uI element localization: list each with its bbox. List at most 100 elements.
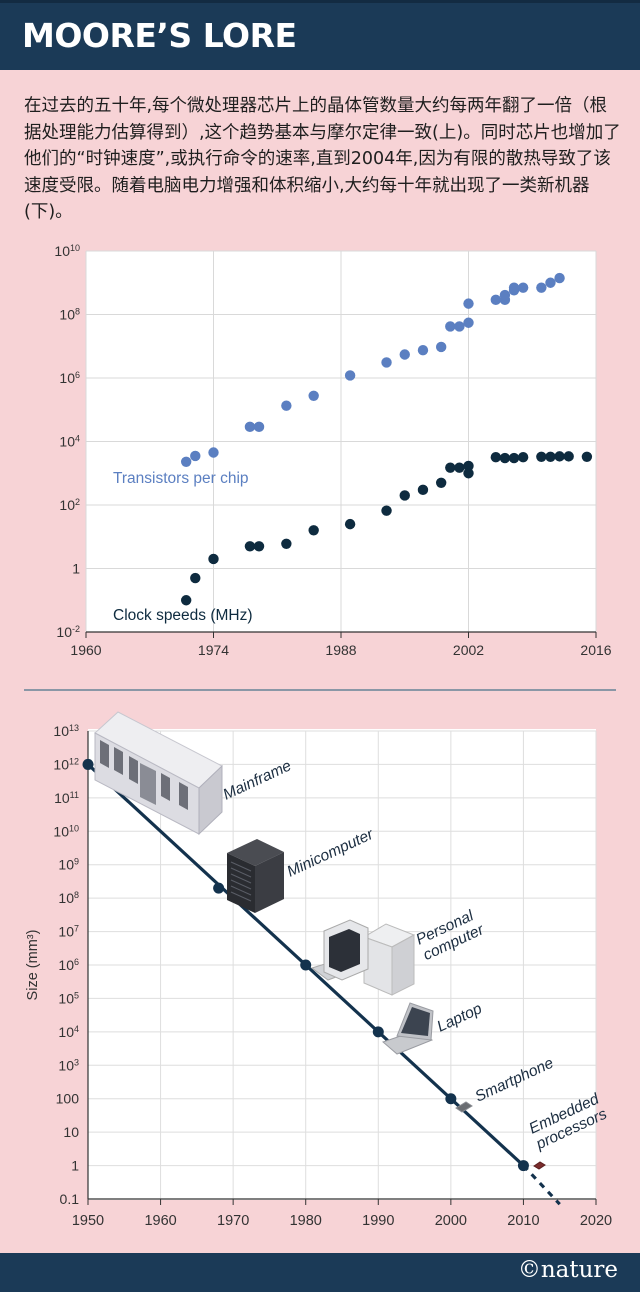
y-tick-label: 1013	[53, 723, 79, 739]
minicomputer-top	[227, 839, 284, 866]
y-tick-label: 104	[58, 1024, 79, 1040]
embedded-processors-label: Embeddedprocessors	[526, 1090, 610, 1154]
x-tick-label: 1990	[362, 1213, 394, 1229]
chip-body	[533, 1161, 546, 1170]
smartphone-icon	[455, 1101, 473, 1113]
minicomputer-vent	[230, 885, 252, 896]
x-tick-label: 2002	[453, 642, 484, 658]
clock-speed-point	[463, 460, 474, 472]
transistor-point	[536, 282, 547, 293]
x-tick-label: 2020	[580, 1213, 612, 1229]
y-tick-label: 1	[71, 1158, 79, 1174]
y-tick-label: 1011	[54, 790, 79, 806]
minicomputer-side	[255, 852, 284, 913]
mainframe-panel	[179, 782, 188, 810]
transistor-point	[308, 390, 319, 402]
minicomputer-front	[227, 853, 255, 913]
transistor-point	[399, 349, 410, 360]
mainframe-side	[198, 764, 223, 836]
x-tick-label: 2010	[507, 1213, 539, 1229]
device-data-point	[372, 1026, 384, 1038]
clock-speed-point	[281, 538, 292, 549]
laptop-screen	[401, 1007, 430, 1036]
clock-speed-point	[344, 518, 356, 530]
x-tick-label: 1970	[217, 1213, 249, 1229]
device-data-point	[300, 959, 312, 971]
y-tick-label: 109	[58, 857, 79, 873]
clock-speed-point	[308, 525, 319, 536]
mainframe-panel	[114, 747, 123, 775]
y-tick-label: 1010	[53, 823, 79, 839]
smartphone-body	[455, 1101, 473, 1113]
clock-speed-point	[244, 541, 256, 552]
x-tick-label: 2016	[580, 642, 611, 658]
y-tick-label: 1012	[53, 756, 79, 772]
device-data-point	[82, 758, 94, 770]
clock-speed-point	[190, 572, 201, 584]
clock-speed-point	[435, 477, 447, 489]
x-tick-label: 1980	[290, 1213, 322, 1229]
transistor-point	[499, 289, 511, 301]
minicomputer-vent	[230, 879, 252, 890]
y-tick-label: 104	[59, 434, 80, 450]
x-tick-label: 2000	[435, 1213, 467, 1229]
clock-speed-point	[463, 468, 474, 479]
clock-speed-point	[499, 452, 511, 464]
device-data-point	[213, 882, 225, 894]
x-tick-label: 1960	[70, 642, 101, 658]
personal-computer-label: Personalcomputer	[414, 906, 488, 964]
transistor-point	[463, 317, 474, 328]
transistor-point	[190, 450, 201, 462]
transistor-point	[417, 345, 429, 356]
laptop-icon	[382, 1002, 434, 1055]
transistor-point	[545, 277, 556, 288]
y-tick-label: 103	[58, 1057, 79, 1073]
clock-speed-point	[581, 451, 593, 462]
clock-speed-series-label: Clock speeds (MHz)	[113, 607, 253, 624]
clock-speed-point	[253, 541, 265, 552]
y-tick-label: 100	[56, 1091, 80, 1107]
nature-logo: ©nature	[517, 1257, 618, 1283]
x-tick-label: 1974	[198, 642, 229, 658]
y-tick-label: 1	[72, 561, 80, 577]
minicomputer-icon	[227, 839, 284, 913]
transistor-point	[281, 400, 292, 411]
y-tick-label: 0.1	[60, 1191, 80, 1207]
mainframe-panel	[129, 756, 138, 784]
transistor-point	[445, 321, 456, 332]
x-tick-label: 1960	[144, 1213, 176, 1229]
clock-speed-point	[180, 595, 192, 606]
footer-bar: ©nature	[0, 1253, 640, 1292]
clock-speed-point	[508, 452, 520, 464]
clock-speed-point	[454, 462, 465, 473]
mainframe-tape	[140, 763, 156, 805]
y-tick-label: 108	[59, 307, 80, 323]
y-tick-label: 106	[58, 957, 79, 973]
transistor-point	[180, 456, 192, 467]
minicomputer-label: Minicomputer	[285, 826, 377, 881]
transistor-point	[454, 321, 465, 332]
header-top-rule	[0, 0, 640, 3]
smartphone-label: Smartphone	[473, 1054, 557, 1105]
device-data-point	[445, 1093, 457, 1105]
section-divider	[24, 689, 616, 691]
clock-speed-point	[517, 452, 529, 463]
trend-extrapolation-line	[522, 1164, 561, 1206]
header-bar: MOORE’S LORE	[0, 0, 640, 70]
transistors-series-label: Transistors per chip	[113, 470, 249, 487]
personal-computer-icon	[310, 919, 416, 996]
y-tick-label: 107	[58, 924, 79, 940]
x-tick-label: 1950	[72, 1213, 104, 1229]
laptop-label: Laptop	[435, 1000, 485, 1036]
clock-speed-point	[381, 505, 392, 516]
intro-paragraph: 在过去的五十年,每个微处理器芯片上的晶体管数量大约每两年翻了一倍（根据处理能力估…	[24, 96, 621, 222]
transistor-point	[554, 272, 565, 284]
pc-monitor-screen	[329, 929, 360, 972]
clock-speed-point	[536, 451, 547, 462]
chip-icon	[533, 1161, 546, 1170]
minicomputer-vent	[230, 891, 252, 902]
clock-speed-point	[399, 490, 410, 501]
minicomputer-vent	[230, 861, 252, 872]
